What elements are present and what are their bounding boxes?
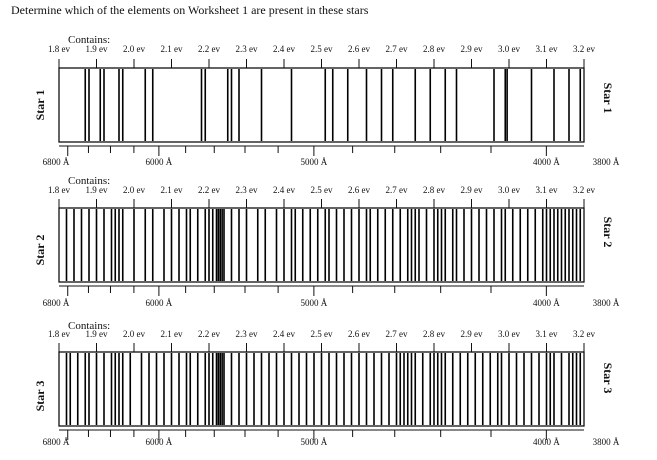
star-2-panel: Contains: 1.8 ev 1.9 ev 2.0 ev 2.1 ev 2.2 ev… bbox=[33, 175, 620, 308]
star-1-absorption-lines bbox=[84, 69, 582, 141]
star-3-contains-label: Contains: bbox=[68, 320, 110, 332]
ev-tick-label: 2.1 ev bbox=[161, 44, 183, 54]
star-1-left-label: Star 1 bbox=[33, 90, 47, 121]
star-1-panel: Contains: 1.8 ev 1.9 ev 2.0 ev 2.1 ev 2.2 ev… bbox=[33, 34, 620, 167]
ev-tick-label: 1.9 ev bbox=[86, 329, 108, 339]
ev-tick-label: 2.0 ev bbox=[123, 44, 145, 54]
star-1-right-label: Star 1 bbox=[601, 83, 615, 114]
ev-tick-label: 2.9 ev bbox=[461, 329, 483, 339]
star-2-left-label: Star 2 bbox=[33, 235, 47, 266]
ev-tick-label: 2.4 ev bbox=[273, 329, 295, 339]
wavelength-tick-label: 5000 Å bbox=[301, 157, 328, 167]
star-2-contains-label: Contains: bbox=[68, 175, 110, 187]
ev-tick-label: 1.8 ev bbox=[48, 44, 70, 54]
ev-tick-label: 2.7 ev bbox=[386, 44, 408, 54]
ev-tick-label: 2.2 ev bbox=[198, 185, 220, 195]
ev-tick-label: 1.9 ev bbox=[86, 44, 108, 54]
ev-tick-label: 1.8 ev bbox=[48, 185, 70, 195]
wavelength-tick-label: 4000 Å bbox=[533, 157, 560, 167]
wavelength-tick-label: 5000 Å bbox=[301, 298, 328, 308]
wavelength-tick-label: 3800 Å bbox=[593, 298, 620, 308]
star-1-ev-axis: 1.8 ev 1.9 ev 2.0 ev 2.1 ev 2.2 ev 2.3 ev 2.4 … bbox=[48, 44, 595, 68]
ev-tick-label: 2.2 ev bbox=[198, 44, 220, 54]
ev-tick-label: 2.4 ev bbox=[273, 44, 295, 54]
ev-tick-label: 3.0 ev bbox=[498, 329, 520, 339]
ev-tick-label: 3.1 ev bbox=[536, 185, 558, 195]
ev-tick-label: 1.9 ev bbox=[86, 185, 108, 195]
ev-tick-label: 2.0 ev bbox=[123, 329, 145, 339]
ev-tick-label: 2.9 ev bbox=[461, 44, 483, 54]
star-3-wavelength-axis: 6800 Å 6000 Å 5000 Å 4000 Å 3800 Å bbox=[43, 429, 620, 447]
star-2-ev-axis: 1.8 ev 1.9 ev 2.0 ev 2.1 ev 2.2 ev 2.3 ev 2.4 … bbox=[48, 185, 595, 208]
ev-tick-label: 2.5 ev bbox=[311, 185, 333, 195]
ev-tick-label: 2.2 ev bbox=[198, 329, 220, 339]
ev-tick-label: 2.7 ev bbox=[386, 185, 408, 195]
ev-tick-label: 2.8 ev bbox=[423, 44, 445, 54]
ev-tick-label: 2.6 ev bbox=[348, 44, 370, 54]
star-3-panel: Contains: 1.8 ev 1.9 ev 2.0 ev 2.1 ev 2.2 ev… bbox=[33, 320, 620, 447]
star-2-right-label: Star 2 bbox=[601, 217, 615, 248]
ev-tick-label: 3.2 ev bbox=[573, 44, 595, 54]
ev-tick-label: 2.0 ev bbox=[123, 185, 145, 195]
star-3-spectrum-box bbox=[58, 351, 585, 427]
ev-tick-label: 2.3 ev bbox=[236, 44, 258, 54]
wavelength-tick-label: 3800 Å bbox=[593, 157, 620, 167]
star-1-wavelength-axis: 6800 Å 6000 Å 5000 Å 4000 Å 3800 Å bbox=[43, 145, 620, 167]
ev-tick-label: 2.6 ev bbox=[348, 185, 370, 195]
ev-tick-label: 2.4 ev bbox=[273, 185, 295, 195]
star-2-absorption-lines bbox=[65, 209, 582, 281]
star-3-right-label: Star 3 bbox=[601, 363, 615, 394]
ev-tick-label: 2.8 ev bbox=[423, 329, 445, 339]
ev-tick-label: 2.3 ev bbox=[236, 185, 258, 195]
ev-tick-label: 3.2 ev bbox=[573, 329, 595, 339]
ev-tick-label: 2.6 ev bbox=[348, 329, 370, 339]
star-3-left-label: Star 3 bbox=[33, 381, 47, 412]
star-3-ev-axis: 1.8 ev 1.9 ev 2.0 ev 2.1 ev 2.2 ev 2.3 ev 2.4 … bbox=[48, 329, 595, 352]
worksheet-instructions: Determine which of the elements on Works… bbox=[11, 3, 369, 17]
ev-tick-label: 3.0 ev bbox=[498, 185, 520, 195]
ev-tick-label: 1.8 ev bbox=[48, 329, 70, 339]
ev-tick-label: 2.8 ev bbox=[423, 185, 445, 195]
ev-tick-label: 3.1 ev bbox=[536, 44, 558, 54]
ev-tick-label: 3.0 ev bbox=[498, 44, 520, 54]
ev-tick-label: 2.5 ev bbox=[311, 329, 333, 339]
wavelength-tick-label: 4000 Å bbox=[533, 437, 560, 447]
ev-tick-label: 2.9 ev bbox=[461, 185, 483, 195]
wavelength-tick-label: 5000 Å bbox=[301, 437, 328, 447]
star-2-wavelength-axis: 6800 Å 6000 Å 5000 Å 4000 Å 3800 Å bbox=[43, 285, 620, 308]
ev-tick-label: 2.3 ev bbox=[236, 329, 258, 339]
star-1-spectrum-box bbox=[58, 67, 585, 143]
wavelength-tick-label: 4000 Å bbox=[533, 298, 560, 308]
ev-tick-label: 2.1 ev bbox=[161, 185, 183, 195]
wavelength-tick-label: 6000 Å bbox=[146, 437, 173, 447]
star-2-spectrum-box bbox=[58, 207, 585, 283]
ev-tick-label: 3.2 ev bbox=[573, 185, 595, 195]
star-3-absorption-lines bbox=[65, 353, 582, 425]
ev-tick-label: 2.5 ev bbox=[311, 44, 333, 54]
ev-tick-label: 3.1 ev bbox=[536, 329, 558, 339]
wavelength-tick-label: 6800 Å bbox=[43, 157, 70, 167]
ev-tick-label: 2.7 ev bbox=[386, 329, 408, 339]
wavelength-tick-label: 3800 Å bbox=[593, 437, 620, 447]
wavelength-tick-label: 6800 Å bbox=[43, 298, 70, 308]
wavelength-tick-label: 6000 Å bbox=[146, 298, 173, 308]
wavelength-tick-label: 6000 Å bbox=[146, 157, 173, 167]
star-1-contains-label: Contains: bbox=[68, 34, 110, 46]
ev-tick-label: 2.1 ev bbox=[161, 329, 183, 339]
wavelength-tick-label: 6800 Å bbox=[43, 437, 70, 447]
